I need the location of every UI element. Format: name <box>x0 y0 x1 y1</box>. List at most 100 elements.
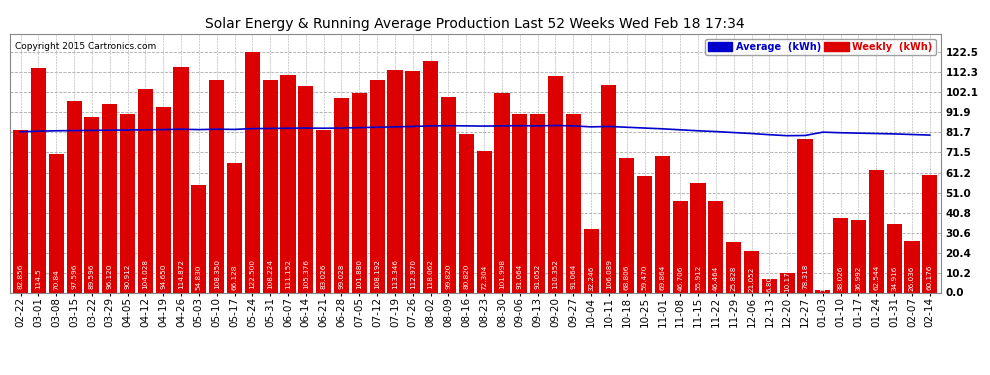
Bar <box>476 151 492 292</box>
Text: 60.176: 60.176 <box>927 265 933 290</box>
Text: 104.028: 104.028 <box>143 259 148 289</box>
Bar <box>245 53 260 292</box>
Text: 114.872: 114.872 <box>178 259 184 289</box>
Legend: Average  (kWh), Weekly  (kWh): Average (kWh), Weekly (kWh) <box>705 39 936 55</box>
Text: 55.912: 55.912 <box>695 265 701 290</box>
Bar <box>49 154 63 292</box>
Text: 122.500: 122.500 <box>249 259 255 289</box>
Text: 34.916: 34.916 <box>891 266 897 291</box>
Text: 32.246: 32.246 <box>588 266 594 291</box>
Bar <box>779 273 795 292</box>
Bar <box>583 229 599 292</box>
Bar <box>565 114 581 292</box>
Text: 99.820: 99.820 <box>446 263 451 289</box>
Text: 59.470: 59.470 <box>642 265 647 290</box>
Text: 118.062: 118.062 <box>428 259 434 289</box>
Bar <box>637 176 652 292</box>
Bar <box>761 279 777 292</box>
Bar <box>298 86 314 292</box>
Text: 1.030: 1.030 <box>820 272 826 292</box>
Text: 91.064: 91.064 <box>517 264 523 289</box>
Bar <box>619 158 635 292</box>
Bar <box>905 242 920 292</box>
Bar <box>672 201 688 292</box>
Text: 108.350: 108.350 <box>214 259 220 289</box>
Bar <box>743 251 759 292</box>
Bar <box>66 101 81 292</box>
Text: 108.192: 108.192 <box>374 259 380 289</box>
Text: 66.128: 66.128 <box>232 264 238 290</box>
Text: 99.028: 99.028 <box>339 263 345 289</box>
Text: 91.064: 91.064 <box>570 264 576 289</box>
Text: 83.026: 83.026 <box>321 264 327 289</box>
Text: 111.152: 111.152 <box>285 259 291 289</box>
Bar <box>887 224 902 292</box>
Text: 82.856: 82.856 <box>18 264 24 289</box>
Text: 62.544: 62.544 <box>873 265 879 290</box>
Bar <box>387 70 403 292</box>
Title: Solar Energy & Running Average Production Last 52 Weeks Wed Feb 18 17:34: Solar Energy & Running Average Productio… <box>205 17 745 31</box>
Text: 25.828: 25.828 <box>731 266 737 291</box>
Bar <box>405 71 421 292</box>
Bar <box>441 97 456 292</box>
Text: 70.84: 70.84 <box>53 269 59 290</box>
Bar <box>423 61 439 292</box>
Text: 69.864: 69.864 <box>659 264 665 290</box>
Text: 91.052: 91.052 <box>535 264 541 289</box>
Text: 90.912: 90.912 <box>125 264 131 289</box>
Text: 46.706: 46.706 <box>677 265 683 291</box>
Text: 10.178: 10.178 <box>784 267 790 292</box>
Bar <box>120 114 136 292</box>
Bar <box>334 98 349 292</box>
Text: 105.376: 105.376 <box>303 259 309 289</box>
Text: 89.596: 89.596 <box>89 264 95 289</box>
Bar <box>797 139 813 292</box>
Bar <box>601 84 617 292</box>
Bar <box>369 80 385 292</box>
Text: 96.120: 96.120 <box>107 263 113 289</box>
Bar <box>869 170 884 292</box>
Text: 101.998: 101.998 <box>499 259 505 289</box>
Text: 26.036: 26.036 <box>909 266 915 291</box>
Bar <box>351 93 367 292</box>
Text: 106.089: 106.089 <box>606 259 612 289</box>
Bar <box>102 104 117 292</box>
Text: 46.464: 46.464 <box>713 265 719 291</box>
Text: 97.596: 97.596 <box>71 263 77 289</box>
Bar <box>708 201 724 292</box>
Text: Copyright 2015 Cartronics.com: Copyright 2015 Cartronics.com <box>15 42 155 51</box>
Bar <box>227 163 243 292</box>
Text: 108.224: 108.224 <box>267 259 273 289</box>
Text: 68.806: 68.806 <box>624 264 630 290</box>
Bar <box>458 134 474 292</box>
Bar <box>316 130 332 292</box>
Bar <box>815 291 831 292</box>
Bar <box>191 185 207 292</box>
Text: 94.650: 94.650 <box>160 263 166 289</box>
Bar <box>209 80 225 292</box>
Text: 72.304: 72.304 <box>481 264 487 290</box>
Bar <box>262 80 278 292</box>
Text: 114.5: 114.5 <box>36 268 42 289</box>
Text: 21.052: 21.052 <box>748 266 754 292</box>
Bar <box>280 75 296 292</box>
Bar <box>494 93 510 292</box>
Bar <box>138 88 153 292</box>
Text: 54.830: 54.830 <box>196 265 202 290</box>
Bar <box>512 114 528 292</box>
Text: 101.880: 101.880 <box>356 259 362 289</box>
Text: 112.970: 112.970 <box>410 259 416 289</box>
Bar <box>530 114 545 292</box>
Bar <box>84 117 99 292</box>
Bar <box>690 183 706 292</box>
Bar <box>726 242 742 292</box>
Bar <box>834 218 848 292</box>
Text: 113.346: 113.346 <box>392 259 398 289</box>
Text: 6.808: 6.808 <box>766 272 772 292</box>
Bar <box>851 220 866 292</box>
Text: 38.026: 38.026 <box>838 266 843 291</box>
Bar <box>654 156 670 292</box>
Text: 78.318: 78.318 <box>802 264 808 290</box>
Bar <box>155 107 171 292</box>
Bar <box>173 68 189 292</box>
